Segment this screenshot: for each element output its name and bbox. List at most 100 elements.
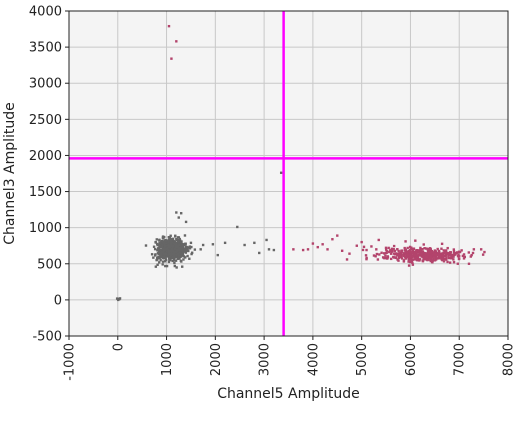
positive-droplet-point [424,247,428,250]
data-points [115,24,486,302]
negative-droplet-point [181,243,184,246]
positive-droplet-point [436,253,439,257]
positive-droplet-point [384,248,388,251]
positive-droplet-point [345,258,349,261]
positive-droplet-point [408,245,412,249]
positive-droplet-point [479,248,483,251]
negative-droplet-point [188,257,191,260]
positive-droplet-point [448,261,452,264]
positive-droplet-point [425,255,429,258]
negative-droplet-point [184,256,187,259]
positive-droplet-point [408,251,412,254]
positive-droplet-point [444,252,447,255]
positive-droplet-point [406,253,410,257]
positive-droplet-point [433,259,437,262]
positive-droplet-point [419,246,422,250]
negative-droplet-point [165,239,168,243]
positive-droplet-point [447,251,451,255]
negative-droplet-point [175,243,178,246]
negative-droplet-point [169,240,173,244]
positive-droplet-point [434,250,438,253]
x-tick-label: -1000 [63,343,78,381]
positive-droplet-point [442,260,446,263]
negative-droplet-point [180,260,183,263]
negative-droplet-point [153,247,157,251]
negative-droplet-point [170,256,174,259]
positive-droplet-point [430,252,434,255]
positive-droplet-point [419,249,423,252]
negative-droplet-point [161,263,164,266]
negative-droplet-point [178,248,182,252]
positive-droplet-point [421,248,424,251]
positive-droplet-point [392,252,396,255]
negative-droplet-point [167,244,170,247]
positive-droplet-point [452,255,455,258]
negative-droplet-point [163,242,166,245]
positive-droplet-point [419,250,423,254]
positive-droplet-point [370,245,373,248]
positive-droplet-point [423,247,426,250]
positive-droplet-point [417,253,421,257]
y-tick-label: 2500 [29,113,62,128]
negative-droplet-point [159,245,162,248]
positive-droplet-point [433,249,437,252]
negative-droplet-point [160,240,163,243]
positive-droplet-point [434,257,438,261]
negative-droplet-point [243,243,246,247]
positive-droplet-point [376,258,380,261]
negative-droplet-point [179,212,183,215]
negative-droplet-point [155,258,158,262]
positive-droplet-point [427,255,430,258]
negative-droplet-point [115,297,119,300]
positive-droplet-point [407,260,410,263]
x-tick-label: 7000 [453,343,468,376]
y-tick-label: 4000 [29,5,62,20]
positive-droplet-point [429,256,433,259]
negative-droplet-point [160,245,164,249]
negative-droplet-point [154,241,158,244]
positive-droplet-point [410,254,413,258]
positive-droplet-point [427,253,430,256]
positive-droplet-point [467,251,471,254]
positive-droplet-point [427,256,431,260]
negative-droplet-point [155,242,159,246]
positive-droplet-point [397,255,401,258]
y-tick-label: 3500 [29,41,62,56]
plot-background [69,11,508,336]
positive-droplet-point [461,254,465,258]
negative-droplet-point [178,250,181,253]
negative-droplet-point [154,265,158,268]
positive-droplet-point [355,244,358,247]
positive-droplet-point [428,250,431,254]
negative-droplet-point [177,236,181,239]
positive-droplet-point [415,256,418,259]
positive-droplet-point [483,250,486,254]
positive-droplet-point [426,258,429,261]
positive-droplet-point [411,263,415,266]
negative-droplet-point [201,243,205,247]
negative-droplet-point [161,260,165,263]
negative-droplet-point [172,255,176,259]
positive-droplet-point [426,249,430,252]
y-tick-label: 1500 [29,185,62,200]
negative-droplet-point [184,245,188,248]
positive-droplet-point [467,262,471,265]
negative-droplet-point [155,238,158,241]
positive-droplet-point [384,256,388,260]
positive-droplet-point [421,259,425,263]
positive-droplet-point [372,254,376,257]
positive-droplet-point [422,256,426,260]
negative-droplet-point [175,253,178,257]
negative-droplet-point [161,240,164,244]
positive-droplet-point [393,249,397,253]
positive-droplet-point [411,251,414,254]
axis-ticks: -500 0 500 1000 1500 2000 2500 3000 3500 4000 -100… [29,5,517,381]
negative-droplet-point [167,241,170,244]
positive-droplet-point [443,254,446,258]
negative-droplet-point [157,255,160,258]
negative-droplet-point [144,244,148,247]
negative-droplet-point [161,255,164,259]
negative-droplet-point [156,263,159,266]
negative-droplet-point [159,249,162,252]
negative-droplet-point [152,256,155,259]
